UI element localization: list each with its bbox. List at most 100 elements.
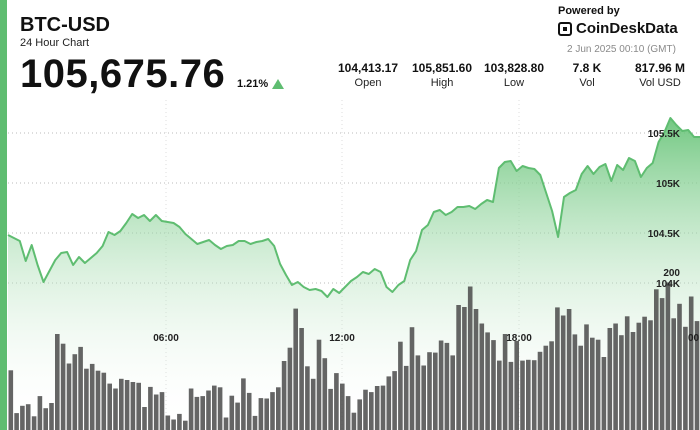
volume-bar <box>421 365 426 430</box>
volume-bar <box>508 361 514 430</box>
volume-bar <box>654 289 659 430</box>
brand-name: CoinDeskData <box>576 20 678 37</box>
volume-bar <box>43 408 48 430</box>
volume-bar <box>584 324 589 430</box>
price-area <box>8 118 700 430</box>
x-tick-label: 00:00 <box>688 333 700 344</box>
volume-bar <box>694 321 700 430</box>
volume-bar <box>177 413 182 430</box>
volume-bar <box>363 389 368 430</box>
volume-bar <box>415 355 421 430</box>
stat-label: Vol <box>579 77 595 89</box>
volume-bar <box>31 416 37 430</box>
volume-bar <box>101 372 107 430</box>
stat-value: 103,828.80 <box>483 61 545 75</box>
stat-label: Open <box>354 77 382 89</box>
volume-bar <box>49 403 54 430</box>
volume-bar <box>212 385 217 430</box>
volume-bar <box>258 398 264 430</box>
volume-bar <box>20 405 25 430</box>
volume-bar <box>369 392 374 430</box>
volume-bar <box>427 352 432 430</box>
volume-bar <box>473 309 479 430</box>
volume-bar <box>89 363 95 430</box>
volume-bar <box>688 296 694 430</box>
volume-bar <box>497 360 502 430</box>
volume-bar <box>491 340 496 430</box>
stat-value: 817.96 M <box>634 61 686 75</box>
y-tick-label: 104K <box>656 279 681 290</box>
volume-bar <box>171 419 176 430</box>
volume-bar <box>153 394 159 430</box>
volume-bar <box>66 363 72 430</box>
volume-bar <box>316 339 322 430</box>
volume-bar <box>403 365 409 430</box>
volume-bar <box>165 415 171 430</box>
volume-bar <box>60 343 66 430</box>
volume-bar <box>543 345 549 430</box>
volume-bar <box>642 316 647 430</box>
price-change: 1.21% <box>237 78 269 90</box>
current-price: 105,675.76 <box>20 52 226 96</box>
volume-tick-label: 200 <box>663 268 680 279</box>
volume-bar <box>659 298 665 430</box>
volume-bar <box>14 413 19 430</box>
brand-logo: CoinDeskData <box>558 20 678 37</box>
x-tick-label: 12:00 <box>329 333 355 344</box>
volume-bar <box>555 307 560 430</box>
volume-bar <box>206 390 211 430</box>
volume-bar <box>514 340 519 430</box>
volume-bar <box>374 386 380 430</box>
volume-bar <box>444 342 450 430</box>
volume-bar <box>578 345 583 430</box>
volume-bar <box>8 370 14 430</box>
volume-bar <box>479 323 485 430</box>
volume-bar <box>136 382 141 430</box>
volume-bar <box>677 303 682 430</box>
volume-bar <box>322 358 328 430</box>
volume-bar <box>648 320 653 430</box>
volume-bar <box>438 340 444 430</box>
volume-bar <box>683 326 688 430</box>
volume-bar <box>526 359 531 430</box>
volume-bar <box>183 420 188 430</box>
volume-bar <box>37 396 43 430</box>
volume-bar <box>113 388 118 430</box>
stat-value: 7.8 K <box>572 61 602 75</box>
stat-low: 103,828.80 Low <box>469 61 559 89</box>
volume-bar <box>462 307 467 430</box>
volume-bar <box>305 366 310 430</box>
volume-bar <box>537 351 543 430</box>
volume-bar <box>107 383 112 430</box>
volume-bar <box>281 361 287 430</box>
volume-bar <box>607 328 613 430</box>
volume-bar <box>502 334 508 430</box>
volume-bar <box>328 388 333 430</box>
volume-bar <box>188 388 194 430</box>
volume-bar <box>340 383 345 430</box>
volume-bar <box>119 378 124 430</box>
volume-bar <box>549 341 554 430</box>
x-axis-ticks: 06:00 12:00 18:00 00:00 <box>153 333 700 344</box>
stat-value: 104,413.17 <box>337 61 399 75</box>
volume-bar <box>264 398 269 430</box>
x-tick-label: 18:00 <box>506 333 532 344</box>
volume-bar <box>566 309 572 430</box>
volume-bar <box>630 332 636 430</box>
volume-bar <box>252 415 258 430</box>
up-arrow-icon <box>272 79 284 89</box>
price-line <box>7 117 700 298</box>
volume-bar <box>95 370 101 430</box>
volume-bar <box>392 371 397 430</box>
volume-bar <box>671 318 676 430</box>
stat-vol-usd: 817.96 M Vol USD <box>615 61 700 89</box>
powered-by-label: Powered by <box>558 5 620 17</box>
volume-bar <box>194 396 200 430</box>
volume-bar <box>595 339 601 430</box>
volume-bar <box>78 346 83 430</box>
volume-bar <box>619 335 624 430</box>
volume-bar <box>276 387 281 430</box>
volume-bar <box>636 322 642 430</box>
y-tick-label: 105K <box>656 179 681 190</box>
